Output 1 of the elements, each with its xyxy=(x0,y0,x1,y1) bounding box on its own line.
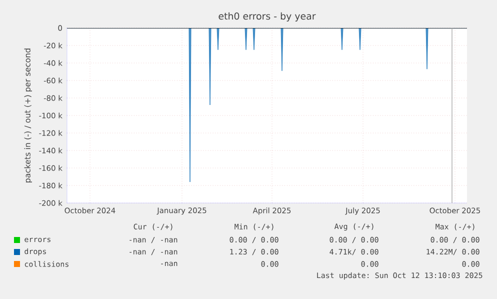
chart-title: eth0 errors - by year xyxy=(218,12,316,22)
